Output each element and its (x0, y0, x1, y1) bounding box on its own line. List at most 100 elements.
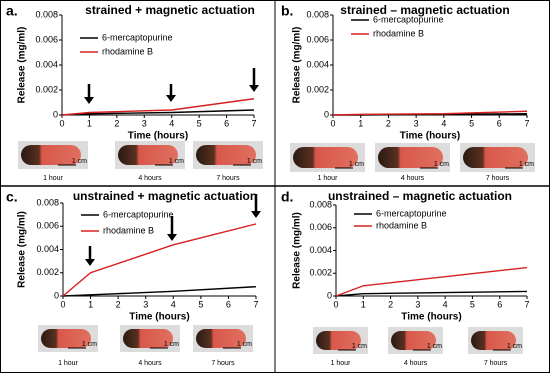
x-tick-label: 2 (388, 299, 393, 309)
photo-caption: 7 hours (486, 175, 510, 182)
y-tick-label: 0.004 (36, 244, 59, 254)
x-tick-label: 7 (251, 118, 256, 128)
photo-caption: 4 hours (138, 175, 162, 182)
y-tick-label: 0 (327, 290, 332, 300)
y-axis-label: Release (mg/ml) (17, 211, 28, 288)
panel-title: strained – magnetic actuation (340, 3, 509, 17)
y-tick-label: 0.006 (306, 34, 329, 44)
scale-label: 1 cm (352, 343, 367, 350)
arrow-head (251, 211, 261, 218)
x-tick-label: 0 (60, 299, 65, 309)
x-tick-label: 0 (59, 118, 64, 128)
arrow-head (167, 234, 177, 241)
scale-label: 1 cm (247, 158, 262, 165)
scale-label: 1 cm (72, 158, 87, 165)
y-tick-label: 0.008 (309, 199, 332, 209)
panel-label: a. (6, 3, 18, 19)
panel-label: b. (281, 3, 293, 19)
y-axis-label: Release (mg/ml) (292, 212, 303, 289)
legend-label: rhodamine B (373, 28, 424, 38)
x-tick-label: 7 (524, 299, 529, 309)
photo-caption: 1 hour (43, 175, 64, 182)
capsule (378, 147, 443, 168)
legend-label: rhodamine B (103, 225, 154, 235)
y-tick-label: 0.008 (35, 9, 58, 19)
x-tick-label: 4 (441, 118, 446, 128)
data-line (62, 223, 257, 297)
x-tick-label: 1 (361, 299, 366, 309)
scale-label: 1 cm (169, 158, 184, 165)
x-tick-label: 1 (358, 118, 363, 128)
y-tick-label: 0.002 (35, 84, 58, 94)
legend-label: 6-mercaptopurine (373, 14, 444, 24)
legend-label: rhodamine B (102, 46, 153, 56)
x-axis-label: Time (hours) (401, 312, 461, 323)
x-tick-label: 3 (142, 118, 147, 128)
panel-label: c. (6, 189, 18, 205)
x-tick-label: 7 (253, 299, 258, 309)
x-tick-label: 6 (224, 118, 229, 128)
capsule (123, 329, 173, 348)
x-axis-label: Time (hours) (400, 131, 460, 142)
x-axis-label: Time (hours) (128, 131, 188, 142)
photo-caption: 4 hours (138, 360, 162, 367)
capsule (21, 145, 81, 165)
y-tick-label: 0.004 (35, 59, 58, 69)
y-tick-label: 0 (53, 109, 58, 119)
x-tick-label: 3 (143, 299, 148, 309)
capsule (316, 331, 361, 350)
x-tick-label: 0 (330, 118, 335, 128)
y-tick-label: 0.002 (36, 267, 59, 277)
legend-label: 6-mercaptopurine (376, 208, 447, 218)
scale-label: 1 cm (164, 341, 179, 348)
photo-caption: 4 hours (401, 175, 425, 182)
x-tick-label: 5 (470, 299, 475, 309)
photo-caption: 4 hours (404, 360, 428, 367)
capsule (293, 147, 358, 168)
photo-caption: 7 hours (216, 175, 240, 182)
y-tick-label: 0.006 (309, 222, 332, 232)
arrow-head (84, 97, 94, 104)
x-tick-label: 1 (88, 299, 93, 309)
scale-label: 1 cm (519, 161, 534, 168)
x-tick-label: 6 (497, 299, 502, 309)
data-line (61, 98, 255, 116)
arrow-head (249, 85, 259, 92)
y-axis-label: Release (mg/ml) (292, 27, 303, 104)
x-tick-label: 2 (116, 299, 121, 309)
x-tick-label: 4 (169, 118, 174, 128)
panel: d. unstrained – magnetic actuation 0 0.002 0… (281, 189, 530, 367)
panel-title: strained + magnetic actuation (85, 3, 255, 17)
x-tick-label: 4 (443, 299, 448, 309)
x-axis-label: Time (hours) (129, 312, 189, 323)
y-tick-label: 0.008 (36, 197, 59, 207)
x-tick-label: 5 (197, 118, 202, 128)
y-tick-label: 0.002 (306, 84, 329, 94)
capsule (118, 145, 178, 165)
y-tick-label: 0.002 (309, 268, 332, 278)
x-tick-label: 5 (198, 299, 203, 309)
panel-label: d. (281, 189, 293, 205)
y-tick-label: 0.004 (309, 245, 332, 255)
scale-label: 1 cm (82, 341, 97, 348)
photo-caption: 1 hour (58, 360, 79, 367)
capsule (41, 329, 91, 348)
panel: c. unstrained + magnetic actuation 0 0.002 0… (6, 189, 261, 367)
x-tick-label: 6 (226, 299, 231, 309)
x-tick-label: 2 (386, 118, 391, 128)
x-tick-label: 2 (114, 118, 119, 128)
panel: a. strained + magnetic actuation 0 0.002 0.0… (6, 3, 263, 182)
scale-label: 1 cm (237, 341, 252, 348)
scale-label: 1 cm (507, 343, 522, 350)
y-tick-label: 0.006 (36, 221, 59, 231)
scale-label: 1 cm (434, 161, 449, 168)
arrow-head (166, 95, 176, 102)
y-tick-label: 0 (324, 109, 329, 119)
photo-caption: 7 hours (211, 360, 235, 367)
scale-label: 1 cm (349, 161, 364, 168)
x-tick-label: 4 (171, 299, 176, 309)
y-tick-label: 0.004 (306, 59, 329, 69)
x-tick-label: 6 (497, 118, 502, 128)
